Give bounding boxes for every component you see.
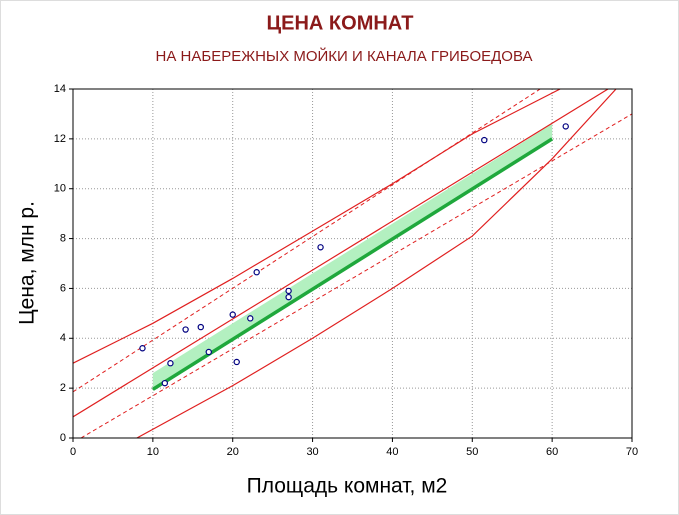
data-point bbox=[161, 379, 169, 387]
chart-subtitle: НА НАБЕРЕЖНЫХ МОЙКИ И КАНАЛА ГРИБОЕДОВА bbox=[156, 47, 533, 65]
data-point bbox=[247, 315, 254, 322]
x-tick-label: 30 bbox=[306, 446, 318, 458]
x-tick-label: 70 bbox=[626, 446, 638, 458]
data-point bbox=[285, 293, 292, 301]
fit-line bbox=[73, 89, 609, 418]
fit-line bbox=[151, 137, 554, 391]
data-point bbox=[562, 123, 569, 130]
data-point bbox=[182, 326, 189, 333]
y-tick-label: 14 bbox=[54, 83, 66, 95]
x-tick-label: 40 bbox=[386, 446, 398, 458]
fit-line bbox=[73, 89, 541, 393]
fit-line bbox=[136, 89, 617, 438]
y-tick-label: 10 bbox=[54, 183, 66, 195]
x-tick-label: 10 bbox=[147, 446, 159, 458]
plot-marks bbox=[73, 89, 632, 438]
data-point bbox=[285, 287, 292, 295]
plot-border bbox=[72, 88, 633, 439]
y-tick-label: 2 bbox=[60, 382, 66, 394]
data-point bbox=[317, 244, 324, 251]
data-point bbox=[197, 323, 204, 331]
fit-line bbox=[80, 113, 632, 438]
data-point bbox=[229, 311, 236, 318]
data-point bbox=[253, 269, 260, 276]
y-tick-label: 0 bbox=[60, 432, 66, 444]
y-tick-label: 4 bbox=[60, 332, 66, 344]
data-point bbox=[481, 136, 488, 144]
x-axis-label: Площадь комнат, м2 bbox=[247, 475, 448, 498]
x-tick-label: 0 bbox=[70, 446, 76, 458]
y-axis-label: Цена, млн р. bbox=[16, 201, 39, 325]
y-tick-label: 12 bbox=[54, 133, 66, 145]
data-point bbox=[205, 348, 212, 356]
y-tick-label: 6 bbox=[60, 282, 66, 294]
data-point bbox=[233, 358, 240, 366]
fit-line bbox=[73, 89, 561, 364]
data-point bbox=[167, 360, 174, 367]
chart-title: ЦЕНА КОМНАТ bbox=[267, 12, 414, 34]
x-tick-label: 20 bbox=[227, 446, 239, 458]
data-point bbox=[139, 345, 146, 352]
y-tick-label: 8 bbox=[60, 232, 66, 244]
x-tick-label: 60 bbox=[546, 446, 558, 458]
confidence-band bbox=[152, 123, 553, 390]
x-tick-label: 50 bbox=[466, 446, 478, 458]
